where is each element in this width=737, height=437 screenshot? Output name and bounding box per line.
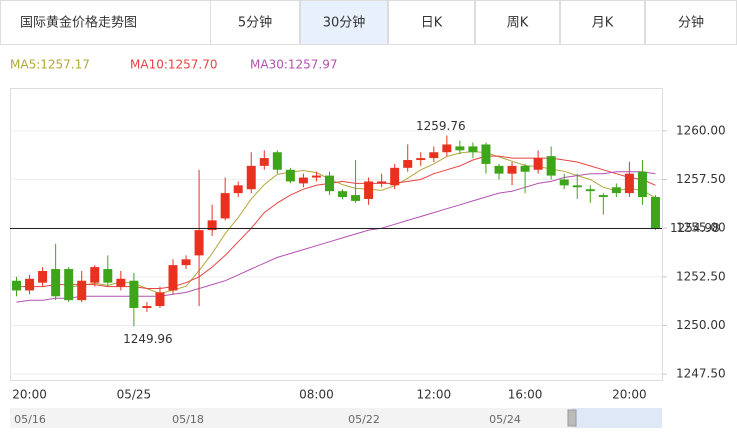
tab-label[interactable]: 日K (421, 16, 443, 31)
legend-label: MA10:1257.70 (130, 58, 218, 72)
navigator-label: 05/18 (172, 413, 204, 426)
candle-body (624, 173, 634, 194)
candle-body (272, 152, 282, 170)
candle-body (103, 269, 113, 283)
candle-body (181, 259, 191, 266)
legend-label: MA30:1257.97 (250, 58, 338, 72)
tab-label[interactable]: 30分钟 (323, 15, 366, 31)
candle-body (377, 181, 387, 184)
candle-body (233, 185, 243, 194)
tab[interactable] (300, 0, 388, 45)
tab[interactable] (210, 0, 300, 45)
candle-body (533, 158, 543, 170)
y-tick-label: 1257.50 (676, 172, 726, 186)
candle-body (403, 160, 413, 168)
y-tick-label: 1250.00 (676, 318, 726, 332)
tab[interactable] (475, 0, 560, 45)
price-label: 1254.98 (670, 221, 720, 235)
candle-body (351, 195, 361, 201)
navigator-label: 05/16 (14, 413, 46, 426)
candle-body (298, 177, 308, 184)
candle-body (116, 278, 126, 287)
candle-body (25, 278, 35, 291)
candle-body (468, 146, 478, 153)
candle-body (520, 165, 530, 172)
candle-body (481, 144, 491, 164)
candle-body (611, 187, 621, 194)
candle-body (585, 189, 595, 192)
candle-body (51, 269, 61, 297)
candle-body (598, 195, 608, 198)
candle-body (64, 269, 74, 301)
candle-body (90, 267, 100, 283)
candle-body (246, 165, 256, 190)
plot-frame (10, 88, 663, 381)
candle-body (637, 171, 647, 198)
candle-body (338, 191, 348, 198)
candle-body (559, 179, 569, 186)
candle-body (416, 158, 426, 161)
candle-body (311, 175, 321, 178)
candle-body (429, 152, 439, 159)
candle-body (494, 165, 504, 174)
navigator (10, 408, 662, 428)
page-title: 国际黄金价格走势图 (20, 15, 137, 31)
candle-body (442, 144, 452, 153)
x-tick-label: 20:00 (612, 388, 647, 402)
low-label: 1249.96 (123, 332, 173, 346)
navigator-label: 05/24 (489, 413, 521, 426)
candle-body (142, 306, 152, 308)
candle-body (168, 265, 178, 291)
navigator-handle[interactable] (567, 409, 577, 427)
candle-body (455, 146, 465, 151)
candle-body (546, 156, 556, 176)
y-tick-label: 1252.50 (676, 269, 726, 283)
candle-body (285, 169, 295, 182)
legend-label: MA5:1257.17 (10, 58, 90, 72)
high-label: 1259.76 (416, 119, 466, 133)
tab-label[interactable]: 周K (507, 16, 529, 31)
candle-body (572, 185, 582, 188)
x-tick-label: 12:00 (417, 388, 452, 402)
x-tick-label: 16:00 (508, 388, 543, 402)
y-tick-label: 1247.50 (676, 367, 726, 381)
tab-label[interactable]: 5分钟 (238, 15, 272, 31)
x-tick-label: 20:00 (12, 388, 47, 402)
candle-body (507, 165, 517, 174)
tab[interactable] (560, 0, 645, 45)
navigator-window[interactable] (572, 408, 662, 428)
candle-body (12, 280, 22, 291)
candle-body (194, 230, 204, 256)
candle-body (364, 181, 374, 199)
candle-body (259, 158, 269, 166)
candle-body (324, 175, 334, 192)
candle-body (207, 220, 217, 231)
candle-body (77, 280, 87, 301)
tab-label[interactable]: 分钟 (678, 15, 704, 31)
ma-line (16, 171, 656, 303)
x-tick-label: 05/25 (117, 388, 152, 402)
background (0, 45, 737, 437)
tab[interactable] (645, 0, 737, 45)
x-tick-label: 08:00 (299, 388, 334, 402)
candle-body (38, 270, 48, 283)
candle-body (390, 167, 400, 186)
candle-body (650, 197, 660, 229)
candle-body (129, 280, 139, 308)
navigator-label: 05/22 (348, 413, 380, 426)
y-tick-label: 1260.00 (676, 123, 726, 137)
y-tick-label: 1255.00 (676, 221, 726, 235)
candle-body (220, 193, 230, 219)
ma-line (68, 150, 656, 295)
candle-body (155, 292, 165, 307)
tab[interactable] (388, 0, 475, 45)
tab-label[interactable]: 月K (592, 16, 614, 31)
